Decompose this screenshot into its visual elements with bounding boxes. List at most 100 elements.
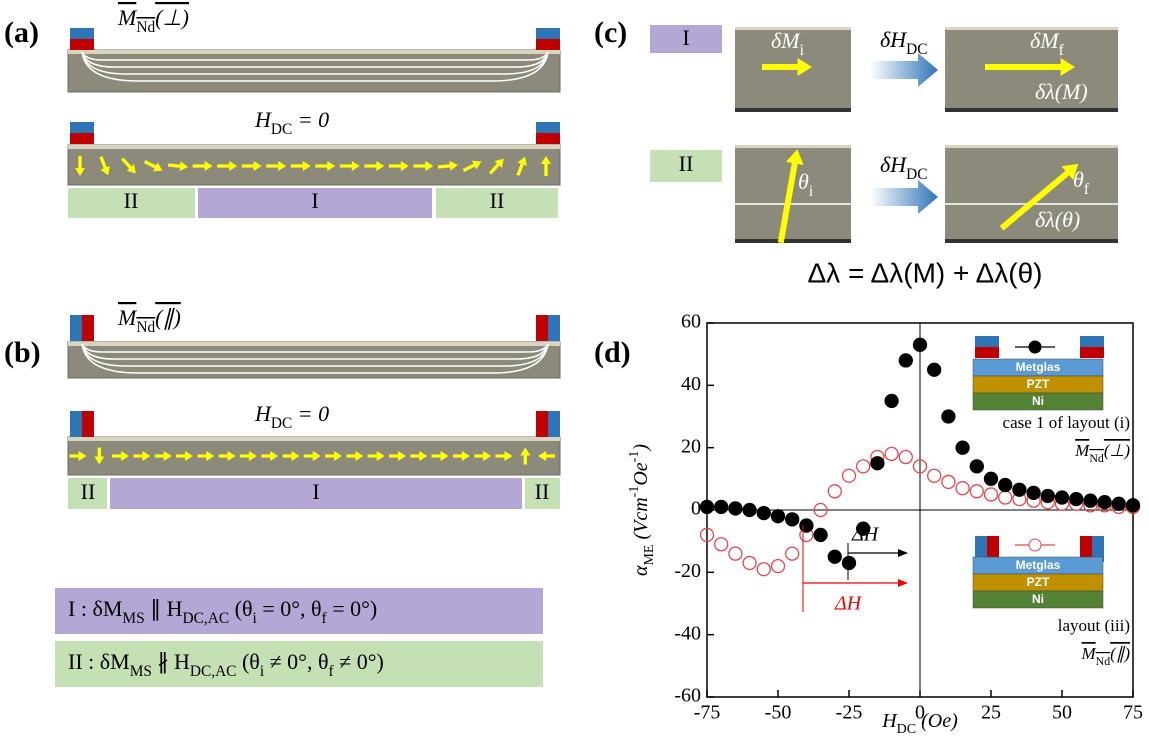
result-label: δλ(M) [1035,79,1088,104]
equation: Δλ = Δλ(M) + Δλ(θ) [807,257,1042,288]
text-part: ≠ 0°, θ [264,649,328,674]
marker [828,550,841,563]
text-part: θ [1073,167,1084,192]
x-tick-label: 75 [1123,702,1143,724]
marker [970,485,983,498]
text-part: -1 [627,486,642,498]
marker [729,502,742,515]
text-part: MS [122,610,144,627]
field-label: δHDC [880,27,928,58]
text-part: Nd [1089,451,1104,465]
field-label: MNd(⊥) [117,5,189,36]
panel-label: (c) [594,16,627,49]
marker [1056,491,1069,504]
text-part: ≠ 0°) [334,649,384,674]
marker [956,482,969,495]
text-part: DC [271,415,292,432]
x-axis-label: HDC (Oe) [881,710,958,737]
marker [1084,494,1097,507]
magnet [82,411,94,437]
text-part: DC,AC [190,663,237,680]
y-tick-label: -40 [674,622,701,644]
marker [942,410,955,423]
box-bottom [945,239,1118,243]
text-part: (Vcm [630,497,652,544]
text-part: (⊥) [1104,441,1130,460]
text-part: (θ [236,649,259,674]
region-label: II [490,188,505,213]
text-part: (∥) [155,305,181,330]
box-bottom [735,108,851,112]
legend-marker [1029,341,1041,353]
region-label: II [535,479,550,504]
text-part: M [117,5,138,30]
text-part: II : [68,649,100,674]
text-part: I : [68,596,92,621]
layer-label: PZT [1027,575,1050,589]
region-label: II [124,188,139,213]
marker [956,441,969,454]
marker [1041,489,1054,502]
magnet [1080,336,1104,347]
legend-marker [1029,539,1041,551]
text-part: ∦ [152,649,174,674]
marker [786,547,799,560]
substrate-top [68,342,560,346]
legend-field: MNd(⊥) [1074,441,1130,465]
marker [857,460,870,473]
panel-label: (b) [4,336,41,369]
x-tick-label: -25 [836,702,863,724]
text-part: DC [897,722,916,737]
marker [786,513,799,526]
text-part: f [1059,42,1065,59]
marker [743,556,756,569]
magnet [70,122,94,133]
text-part: H [881,710,898,732]
box-top [735,145,851,148]
box [945,145,1118,243]
text-part: i [809,183,813,200]
text-part: Nd [136,19,155,36]
x-tick-label: -50 [765,702,792,724]
row-tag: II [679,151,694,176]
marker [701,500,714,513]
x-tick-label: 25 [981,702,1001,724]
magnet [1080,347,1104,358]
marker [885,394,898,407]
layout [55,25,1118,687]
marker [715,500,728,513]
text-part: = 0 [292,107,329,132]
panel-label: (d) [594,336,631,369]
magnet [70,133,94,144]
substrate [68,50,560,92]
magnet [536,411,548,437]
text-part: Nd [136,319,155,336]
magnet [82,315,94,341]
magnet [548,315,560,341]
marker [715,538,728,551]
hdc-label: HDC = 0 [254,401,329,432]
figure: (a) (b) (c) (d) MNd(⊥) HDC = 0 II I II M… [0,0,1149,737]
text-part: ∥ [145,596,167,621]
magnet [536,28,560,39]
box-top [945,145,1118,148]
annotation-head [898,549,908,557]
marker [914,338,927,351]
marker [999,479,1012,492]
marker [743,504,756,517]
legend-field: MNd(∥) [1080,644,1130,668]
marker [843,556,856,569]
result-label: δλ(θ) [1035,207,1080,232]
text-part: δM [92,596,122,621]
text-part: i [800,42,804,59]
text-part: H [254,107,272,132]
x-tick-label: 50 [1052,702,1072,724]
text-part: M [1074,441,1090,460]
marker [1112,497,1125,510]
marker [1013,483,1026,496]
text-part: H [167,596,183,621]
marker [1070,493,1083,506]
legend-label: layout (iii) [1058,616,1130,635]
y-tick-label: 0 [691,498,701,520]
text-part: δM [1030,28,1060,53]
